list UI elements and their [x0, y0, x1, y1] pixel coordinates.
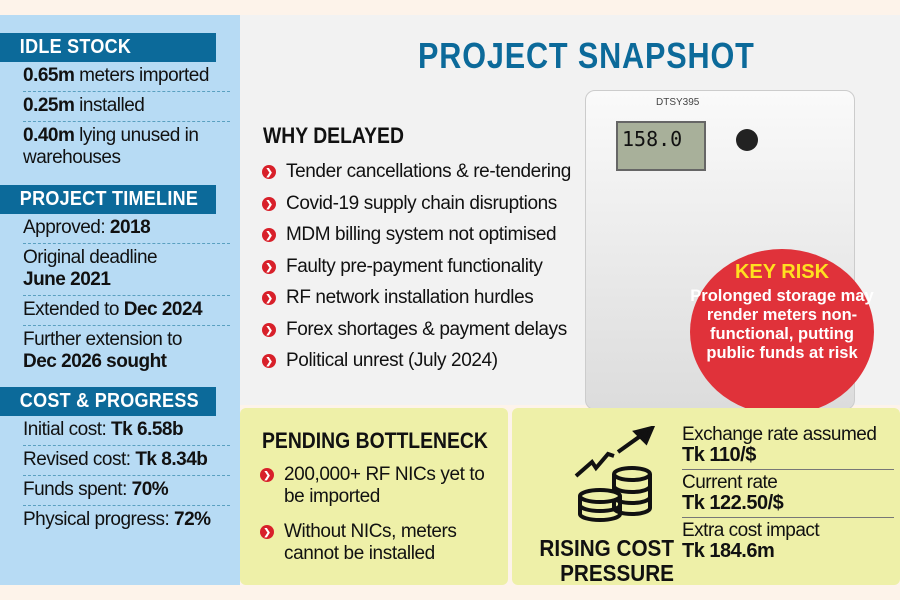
value: 0.40m — [23, 125, 75, 146]
chevron-right-icon: ❯ — [262, 165, 276, 179]
value: Dec 2026 sought — [23, 351, 167, 372]
left-panel: IDLE STOCK 0.65m meters imported 0.25m i… — [0, 15, 240, 585]
pending-header: PENDING BOTTLENECK — [262, 428, 488, 453]
title-line: RISING COST — [539, 535, 674, 561]
text: Further extension to — [23, 329, 182, 350]
text: meters imported — [74, 65, 209, 86]
chevron-right-icon: ❯ — [260, 525, 274, 539]
label: Current rate — [682, 472, 778, 493]
item-text: Without NICs, meters cannot be installed — [284, 521, 457, 564]
value: Tk 184.6m — [682, 540, 775, 562]
list-item: ❯ Political unrest (July 2024) — [262, 350, 571, 382]
idle-row: 0.65m meters imported — [23, 62, 230, 92]
text: lying unused in warehouses — [23, 125, 199, 168]
timeline-row: Original deadline June 2021 — [23, 244, 230, 296]
text: Physical progress: — [23, 509, 175, 530]
value: Tk 110/$ — [682, 444, 756, 466]
list-item: ❯ Without NICs, meters cannot be installe… — [260, 521, 500, 565]
chevron-right-icon: ❯ — [262, 259, 276, 274]
value: June 2021 — [23, 269, 111, 290]
why-delayed-header: WHY DELAYED — [263, 123, 404, 148]
timeline-row: Extended to Dec 2024 — [23, 296, 230, 326]
value: Tk 6.58b — [111, 419, 184, 440]
cost-progress-header: COST & PROGRESS — [0, 387, 216, 416]
key-risk-title: KEY RISK — [734, 261, 830, 283]
value: Tk 122.50/$ — [682, 492, 784, 514]
list-item: ❯ 200,000+ RF NICs yet to be imported — [260, 464, 500, 508]
chevron-right-icon: ❯ — [260, 468, 274, 482]
idle-stock-header: IDLE STOCK — [0, 33, 216, 62]
value: Tk 8.34b — [135, 449, 208, 470]
chevron-right-icon: ❯ — [262, 291, 276, 305]
exchange-rate-item: Exchange rate assumed Tk 110/$ — [682, 422, 894, 470]
item-text: MDM billing system not optimised — [286, 224, 557, 245]
cost-row: Physical progress: 72% — [23, 506, 230, 535]
list-item: ❯ MDM billing system not optimised — [262, 224, 571, 256]
list-item: ❯ RF network installation hurdles — [262, 287, 571, 319]
text: Revised cost: — [23, 449, 136, 470]
item-text: Forex shortages & payment delays — [286, 318, 567, 340]
extra-cost-item: Extra cost impact Tk 184.6m — [682, 518, 894, 565]
text: Initial cost: — [23, 419, 112, 440]
text: Approved: — [23, 217, 110, 238]
rising-cost-box: RISING COST PRESSURE Exchange rate assume… — [512, 408, 900, 586]
text: Extended to — [23, 299, 124, 320]
text: Funds spent: — [23, 479, 132, 500]
cost-row: Initial cost: Tk 6.58b — [23, 416, 230, 446]
item-text: 200,000+ RF NICs yet to be imported — [284, 464, 485, 507]
key-risk-badge: KEY RISK Prolonged storage may render me… — [690, 249, 874, 415]
list-item: ❯ Tender cancellations & re-tendering — [262, 161, 571, 193]
pending-bottleneck-box: PENDING BOTTLENECK ❯ 200,000+ RF NICs yet… — [240, 408, 508, 585]
item-text: Faulty pre-payment functionality — [286, 255, 543, 277]
meter-label: DTSY395 — [656, 97, 700, 108]
cost-row: Revised cost: Tk 8.34b — [23, 446, 230, 476]
item-text: Covid-19 supply chain disruptions — [286, 192, 557, 214]
meter-sensor-icon — [736, 129, 758, 151]
chevron-right-icon: ❯ — [262, 354, 276, 368]
rising-cost-title: RISING COST PRESSURE — [532, 536, 674, 586]
cost-row: Funds spent: 70% — [23, 476, 230, 506]
item-text: Tender cancellations & re-tendering — [286, 161, 571, 182]
chevron-right-icon: ❯ — [262, 228, 276, 242]
coins-rising-arrow-icon — [574, 426, 656, 522]
list-item: ❯ Forex shortages & payment delays — [262, 319, 571, 351]
page-title: PROJECT SNAPSHOT — [418, 35, 755, 76]
main-panel: PROJECT SNAPSHOT DTSY395 158.0 WHY DELAY… — [240, 15, 900, 415]
item-text: RF network installation hurdles — [286, 287, 534, 308]
value: 0.65m — [23, 65, 75, 86]
chevron-right-icon: ❯ — [262, 322, 276, 337]
title-line: PRESSURE — [560, 560, 674, 586]
chevron-right-icon: ❯ — [262, 196, 276, 211]
timeline-header: PROJECT TIMELINE — [0, 185, 216, 214]
timeline-row: Further extension to Dec 2026 sought — [23, 326, 230, 377]
value: 72% — [174, 509, 211, 530]
idle-row: 0.40m lying unused in warehouses — [23, 122, 230, 173]
value: 70% — [131, 479, 169, 500]
pending-list: ❯ 200,000+ RF NICs yet to be imported ❯ Wi… — [260, 464, 500, 578]
item-text: Political unrest (July 2024) — [286, 350, 498, 371]
why-delayed-list: ❯ Tender cancellations & re-tendering ❯ Co… — [262, 161, 571, 382]
text: installed — [74, 95, 145, 116]
value: 2018 — [109, 217, 151, 238]
meter-display: 158.0 — [616, 121, 706, 171]
value: Dec 2024 — [123, 299, 203, 320]
list-item: ❯ Covid-19 supply chain disruptions — [262, 193, 571, 225]
text: Original deadline — [23, 247, 158, 268]
key-risk-text: Prolonged storage may render meters non-… — [690, 287, 874, 362]
rising-cost-items: Exchange rate assumed Tk 110/$ Current ra… — [682, 422, 894, 565]
list-item: ❯ Faulty pre-payment functionality — [262, 256, 571, 288]
value: 0.25m — [23, 95, 75, 116]
label: Exchange rate assumed — [682, 424, 877, 445]
current-rate-item: Current rate Tk 122.50/$ — [682, 470, 894, 518]
timeline-row: Approved: 2018 — [23, 214, 230, 244]
idle-row: 0.25m installed — [23, 92, 230, 122]
label: Extra cost impact — [682, 520, 820, 541]
